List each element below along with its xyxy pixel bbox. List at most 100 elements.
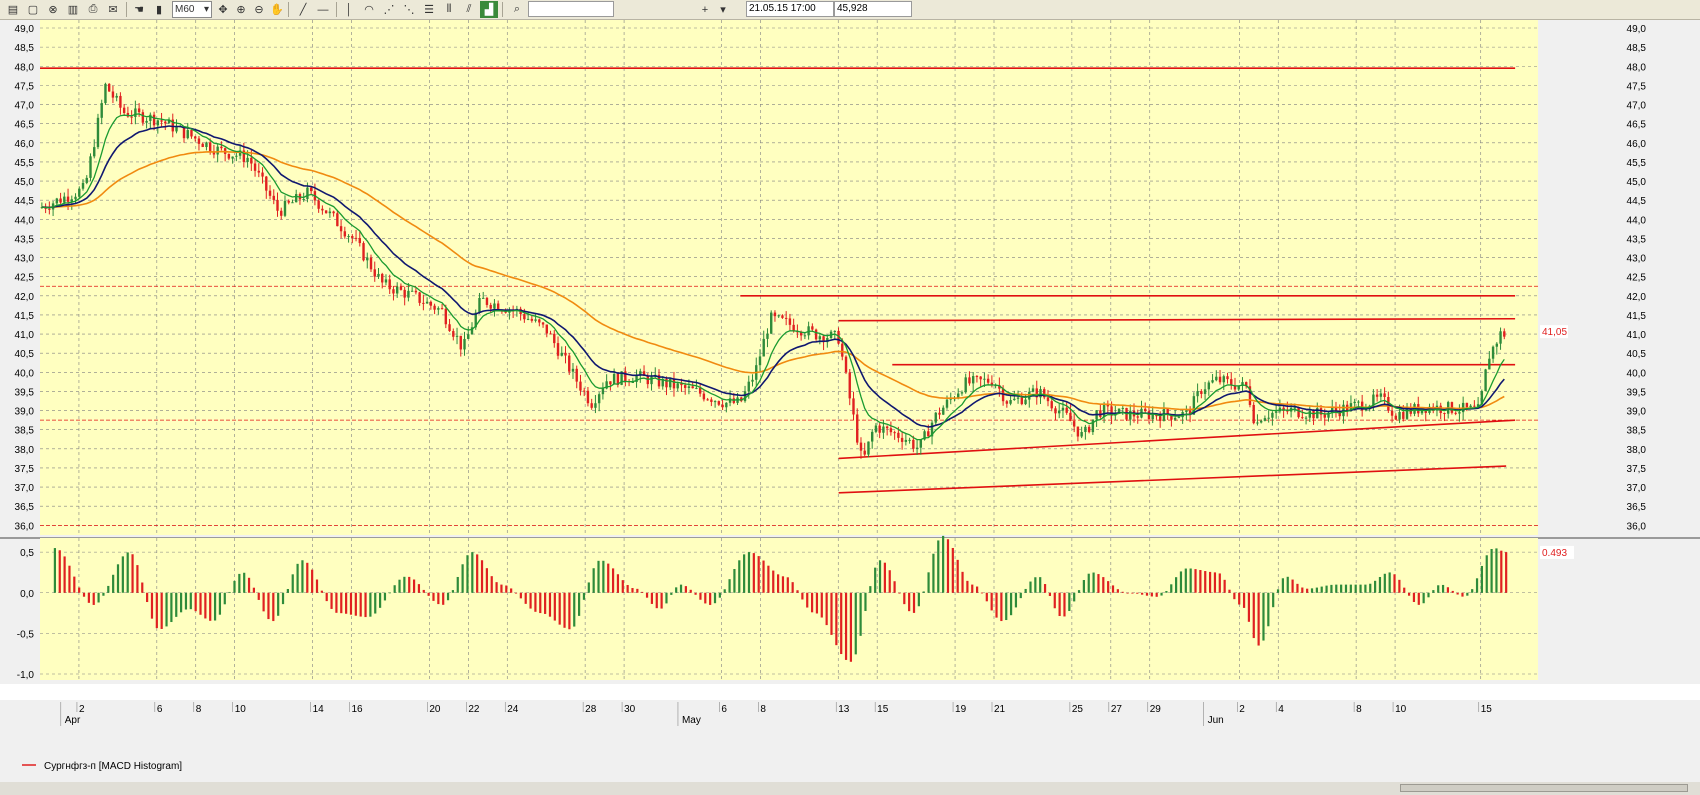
- hist-bar-rising: [1068, 592, 1071, 612]
- fib-arc-icon[interactable]: ◠: [364, 4, 374, 16]
- hist-bar-falling: [568, 592, 571, 630]
- print-icon[interactable]: ⎙: [88, 3, 98, 15]
- up-candle: [1061, 407, 1065, 411]
- hist-bar-falling: [1417, 592, 1420, 605]
- down-candle: [852, 398, 855, 415]
- hist-bar-rising: [1175, 577, 1178, 593]
- down-candle: [227, 153, 231, 159]
- down-candle: [220, 146, 223, 149]
- chart-icon[interactable]: ▤: [7, 4, 19, 16]
- y-tick-label-right: 46,5: [1627, 120, 1647, 131]
- hist-bar-falling: [995, 592, 998, 618]
- vline-icon[interactable]: │: [345, 3, 353, 16]
- hist-bar-falling: [558, 592, 561, 625]
- hist-bar-falling: [893, 581, 896, 593]
- up-candle: [283, 200, 287, 216]
- zoom-out-icon[interactable]: ⊖: [254, 4, 264, 16]
- up-candle: [620, 371, 623, 385]
- remove-icon[interactable]: ⊗: [48, 4, 58, 16]
- hist-bar-falling: [335, 592, 338, 613]
- trendline-icon[interactable]: ╱: [299, 4, 307, 16]
- down-candle: [164, 121, 167, 124]
- hist-bar-rising: [1073, 592, 1076, 602]
- chart-area[interactable]: 49,0 49,0 48,5 48,5 48,0 48,0 47,5 47,5 47,0 47,0…: [0, 20, 1700, 782]
- scrollbar-thumb[interactable]: [1400, 784, 1688, 792]
- timeframe-select[interactable]: M60 ▾: [172, 1, 212, 18]
- up-candle: [1484, 369, 1487, 392]
- fan-icon[interactable]: ⋰: [383, 4, 395, 16]
- hist-bar-falling: [1048, 592, 1052, 596]
- hist-bar-falling: [408, 576, 411, 593]
- chevron-down-icon[interactable]: ▾: [720, 4, 726, 16]
- search-icon[interactable]: ⌕: [513, 3, 521, 15]
- hist-bar-falling: [548, 592, 552, 617]
- hist-bar-falling: [951, 547, 954, 593]
- up-candle: [246, 157, 249, 162]
- hist-bar-falling: [58, 550, 61, 593]
- cycles-icon[interactable]: ⦀: [446, 3, 452, 15]
- pitchfork-icon[interactable]: ⋱: [403, 4, 415, 16]
- fib-levels-icon[interactable]: ☰: [424, 4, 434, 16]
- down-candle: [822, 336, 825, 343]
- hist-bar-rising: [456, 576, 459, 593]
- indicator-icon[interactable]: ▟: [480, 1, 498, 18]
- down-candle: [152, 114, 156, 126]
- hist-bar-rising: [738, 560, 741, 593]
- hist-bar-rising: [1422, 592, 1425, 604]
- hist-bar-falling: [684, 586, 687, 593]
- down-candle: [582, 390, 586, 392]
- down-candle: [1158, 416, 1162, 421]
- down-candle: [616, 374, 620, 385]
- hist-bar-rising: [1286, 576, 1289, 593]
- hist-bar-falling: [801, 592, 804, 600]
- hist-bar-falling: [709, 592, 712, 605]
- up-candle: [328, 211, 332, 214]
- up-candle: [1469, 405, 1472, 408]
- doc-red-icon[interactable]: ▥: [67, 4, 79, 16]
- zoom-in-icon[interactable]: ⊕: [236, 4, 246, 16]
- down-candle: [1375, 394, 1379, 397]
- down-candle: [287, 200, 290, 203]
- horizontal-scrollbar[interactable]: [0, 782, 1700, 795]
- x-day-label: 6: [157, 704, 163, 715]
- hist-bar-rising: [369, 592, 372, 617]
- cursor-price-field: 45,928: [834, 1, 912, 17]
- hist-bar-falling: [961, 571, 964, 593]
- bar-chart-icon[interactable]: ▮: [155, 4, 163, 16]
- y-tick-label-right: 39,0: [1627, 407, 1647, 418]
- down-candle: [814, 329, 818, 340]
- down-candle: [1072, 421, 1076, 427]
- hist-bar-rising: [917, 592, 920, 607]
- hist-bar-falling: [1150, 592, 1153, 597]
- up-candle: [1173, 417, 1177, 420]
- down-candle: [403, 289, 406, 298]
- up-candle: [1379, 393, 1383, 397]
- pan-icon[interactable]: ✋: [270, 4, 284, 16]
- timeframe-value: M60: [175, 4, 195, 15]
- hist-bar-rising: [718, 592, 721, 598]
- hist-bar-falling: [752, 553, 755, 593]
- hist-bar-falling: [252, 587, 256, 593]
- hist-bar-rising: [175, 592, 178, 617]
- hist-bar-falling: [1107, 581, 1110, 593]
- up-candle: [1039, 389, 1042, 398]
- hand-icon[interactable]: ☚: [134, 4, 144, 16]
- down-candle: [339, 226, 343, 232]
- channel-icon[interactable]: ⫽: [466, 3, 472, 15]
- hist-bar-falling: [883, 562, 886, 593]
- up-candle: [1405, 407, 1409, 419]
- crosshair-icon[interactable]: +: [696, 1, 714, 18]
- hist-bar-falling: [1228, 589, 1231, 593]
- search-input[interactable]: [528, 1, 614, 17]
- down-candle: [657, 374, 661, 387]
- y-tick-label-left: 48,5: [15, 43, 35, 54]
- up-candle: [1364, 409, 1368, 411]
- hline-icon[interactable]: —: [317, 3, 329, 16]
- up-candle: [867, 441, 870, 455]
- move-icon[interactable]: ✥: [218, 4, 228, 16]
- down-candle: [1166, 408, 1169, 415]
- hist-bar-falling: [1451, 590, 1454, 593]
- mail-icon[interactable]: ✉: [108, 4, 118, 16]
- page-icon[interactable]: ▢: [27, 4, 39, 16]
- y-tick-label-right: 48,0: [1627, 62, 1647, 73]
